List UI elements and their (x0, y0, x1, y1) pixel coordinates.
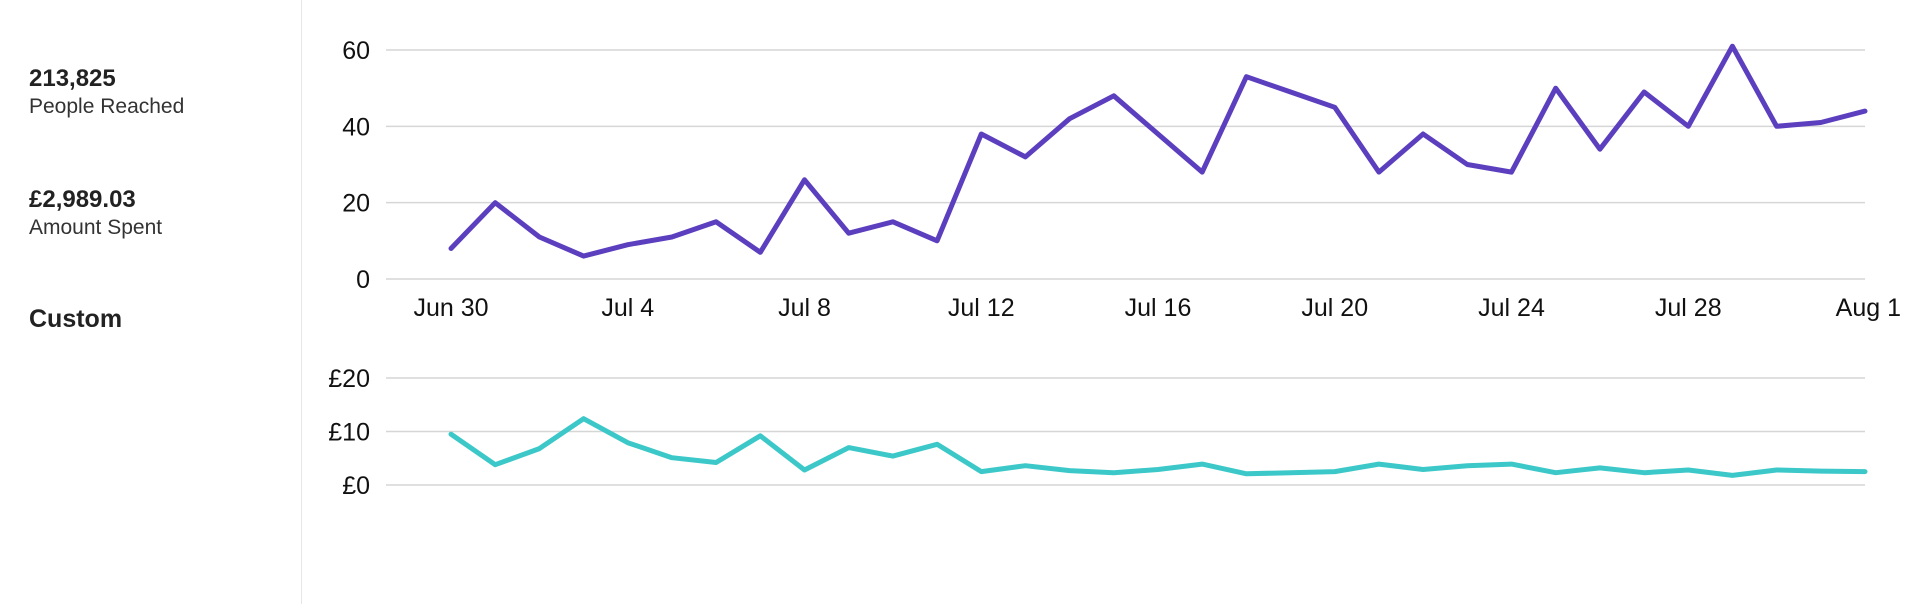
metrics-sidebar: 213,825 People Reached £2,989.03 Amount … (0, 0, 302, 604)
people-reached-chart: 0 20 40 60 Jun 30 Jul 4 Jul 8 Jul 12 Jul 16 Jul 2… (342, 37, 1901, 322)
reach-x-tick-label: Jul 24 (1478, 294, 1545, 322)
reach-x-tick-label: Jul 8 (778, 294, 831, 322)
reach-series-line (448, 43, 1868, 259)
spend-y-tick-label: £0 (342, 472, 370, 500)
reach-x-tick-label: Aug 1 (1836, 294, 1901, 322)
custom-metric-button[interactable]: Custom (29, 305, 123, 333)
reach-y-tick-label: 40 (342, 113, 370, 141)
amount-spent-chart: £0 £10 £20 (328, 365, 1868, 500)
spend-y-tick-label: £20 (328, 365, 370, 393)
amount-spent-metric: £2,989.03 Amount Spent (29, 185, 162, 241)
reach-x-tick-label: Jul 20 (1301, 294, 1368, 322)
amount-spent-value: £2,989.03 (29, 186, 136, 213)
spend-y-tick-label: £10 (328, 419, 370, 447)
people-reached-metric: 213,825 People Reached (29, 64, 184, 120)
amount-spent-label: Amount Spent (29, 216, 163, 239)
people-reached-label: People Reached (29, 95, 185, 118)
reach-x-tick-label: Jul 16 (1125, 294, 1192, 322)
people-reached-value: 213,825 (29, 65, 116, 92)
reach-x-tick-label: Jul 4 (601, 294, 654, 322)
reach-y-tick-label: 0 (356, 266, 370, 294)
reach-x-tick-label: Jun 30 (413, 294, 488, 322)
reach-x-tick-label: Jul 12 (948, 294, 1015, 322)
spend-series-line (448, 416, 1868, 478)
reach-x-tick-label: Jul 28 (1655, 294, 1722, 322)
reach-y-tick-label: 60 (342, 37, 370, 65)
reach-y-tick-label: 20 (342, 190, 370, 218)
